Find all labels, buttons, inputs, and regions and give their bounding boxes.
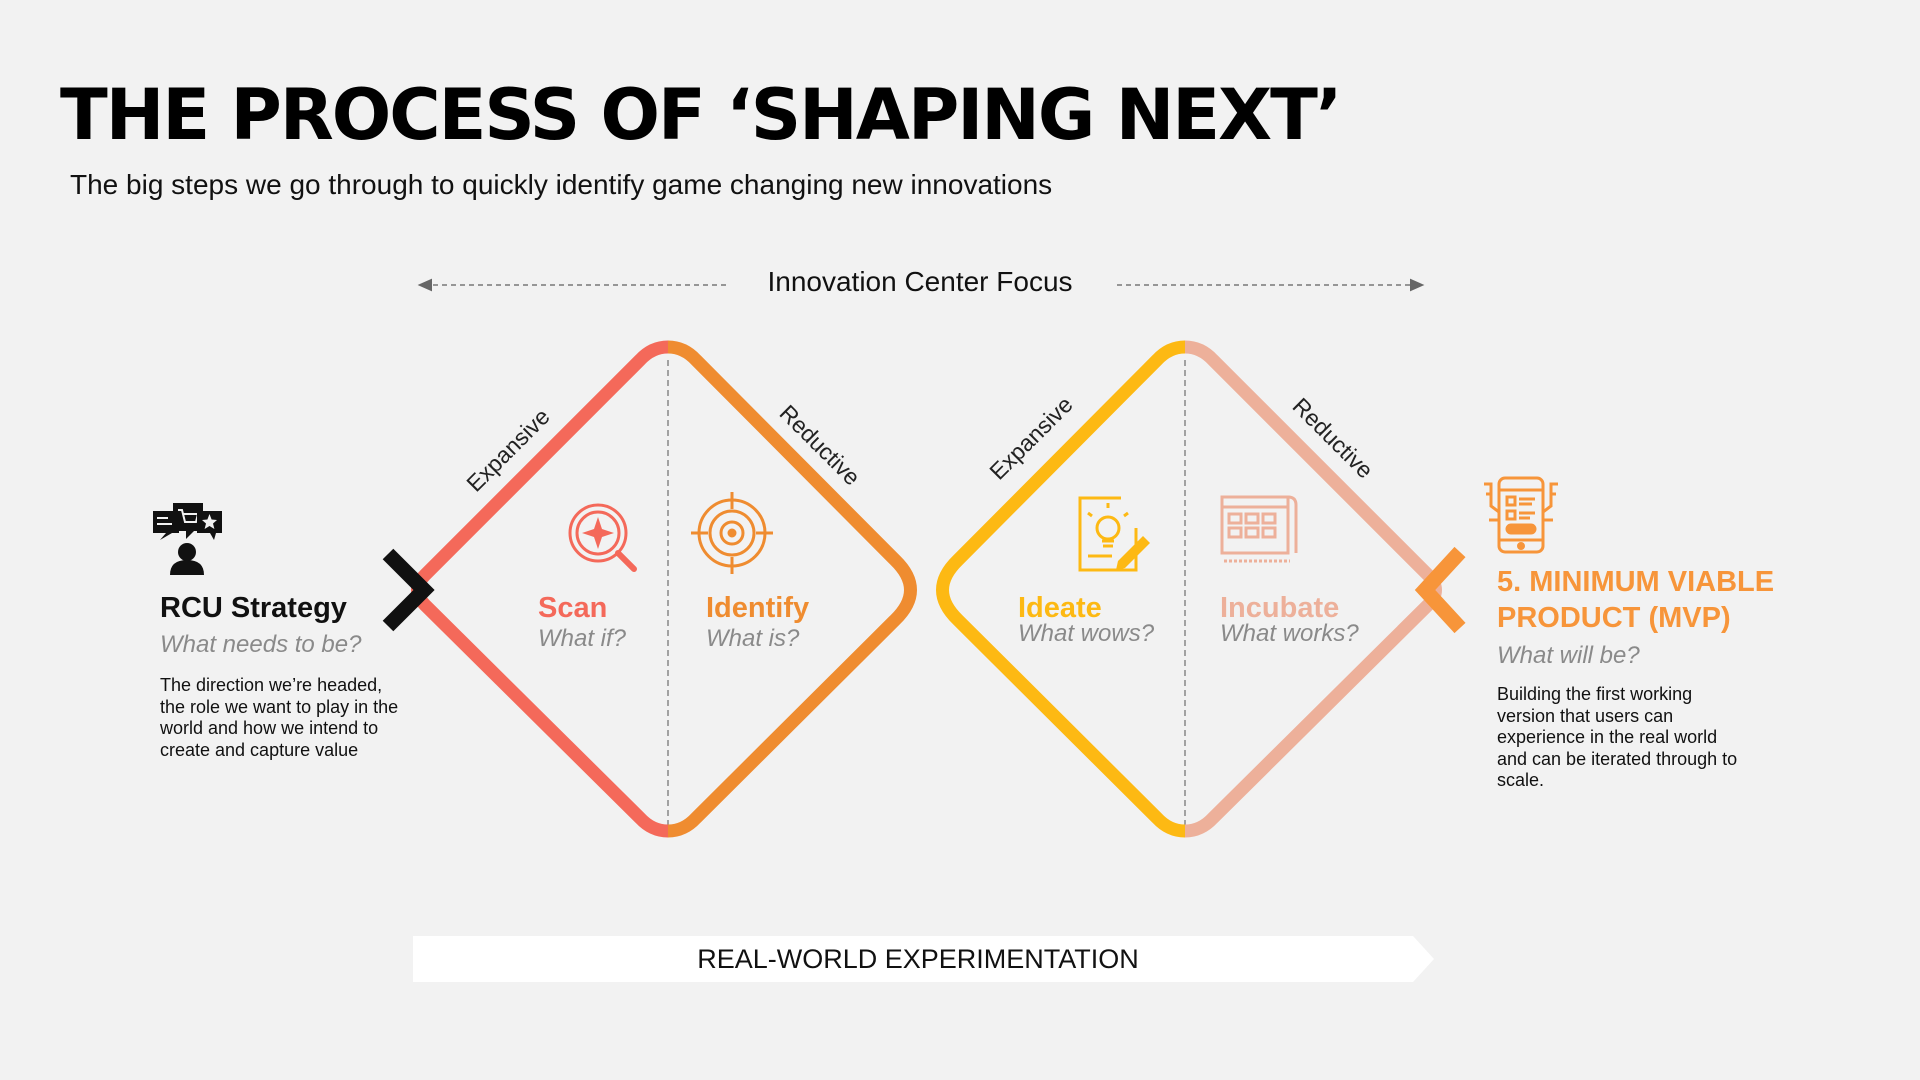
innovation-center-focus-label: Innovation Center Focus [767, 266, 1073, 297]
step-question-scan: What if? [538, 625, 627, 652]
step-question-ideate: What wows? [1018, 620, 1155, 647]
mvp-chevron [1414, 546, 1466, 634]
strategy-description: The direction we’re headed, the role we … [160, 675, 399, 760]
search-compass-icon [568, 503, 637, 572]
diamond-2-reductive-path [1184, 340, 1442, 838]
mvp-question: What will be? [1497, 642, 1640, 669]
target-icon [691, 492, 773, 574]
diamond-1-reductive-path [667, 340, 917, 838]
step-title-ideate: Ideate [1018, 592, 1102, 624]
experimentation-banner [413, 936, 1434, 982]
step-question-identify: What is? [706, 625, 800, 652]
lightbulb-idea-icon [1078, 496, 1150, 572]
step-title-scan: Scan [538, 592, 608, 624]
page-subtitle: The big steps we go through to quickly i… [70, 169, 1053, 200]
strategy-title: RCU Strategy [160, 592, 347, 624]
step-question-incubate: What works? [1220, 620, 1359, 647]
mvp-description: Building the first working version that … [1497, 684, 1738, 790]
mobile-app-icon [1484, 476, 1558, 554]
strategy-person-icon [153, 503, 222, 575]
strategy-question: What needs to be? [160, 631, 362, 658]
step-title-identify: Identify [706, 592, 810, 624]
step-title-incubate: Incubate [1220, 592, 1340, 624]
diamond-2-expansive-path [936, 340, 1186, 838]
blueprint-icon [1220, 495, 1298, 563]
mvp-title: 5. MINIMUM VIABLE PRODUCT (MVP) [1497, 566, 1775, 634]
strategy-chevron [382, 548, 435, 632]
experimentation-banner-label: REAL-WORLD EXPERIMENTATION [697, 944, 1139, 974]
page-title: THE PROCESS OF ‘SHAPING NEXT’ [60, 74, 1342, 156]
